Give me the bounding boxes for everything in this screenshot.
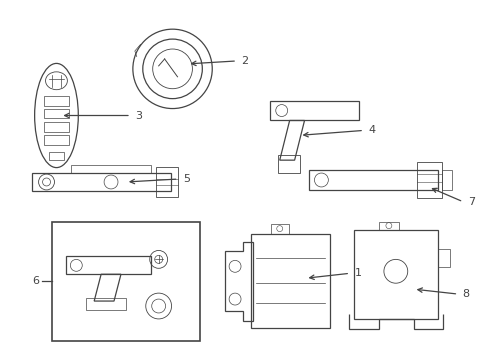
Bar [155,167,177,197]
Bar [250,234,330,328]
Bar [43,109,69,118]
Bar [442,170,451,190]
Bar [43,122,69,132]
Bar [86,298,126,310]
Text: 2: 2 [241,56,248,66]
Bar [32,173,170,191]
Text: 3: 3 [135,111,142,121]
Text: 6: 6 [32,276,39,286]
Bar [277,155,299,173]
Bar [416,162,442,198]
Bar [309,170,438,190]
Bar [43,96,69,105]
Text: 1: 1 [354,268,361,278]
Text: 5: 5 [183,174,189,184]
Bar [353,230,438,319]
Bar [43,135,69,145]
Bar [378,222,398,230]
Bar [66,256,150,274]
Bar [51,222,200,341]
Bar [48,152,64,160]
Bar [270,224,288,234]
Bar [269,100,358,121]
Text: 4: 4 [367,125,375,135]
Text: 7: 7 [467,197,474,207]
Bar [438,249,449,267]
Text: 8: 8 [462,289,469,299]
